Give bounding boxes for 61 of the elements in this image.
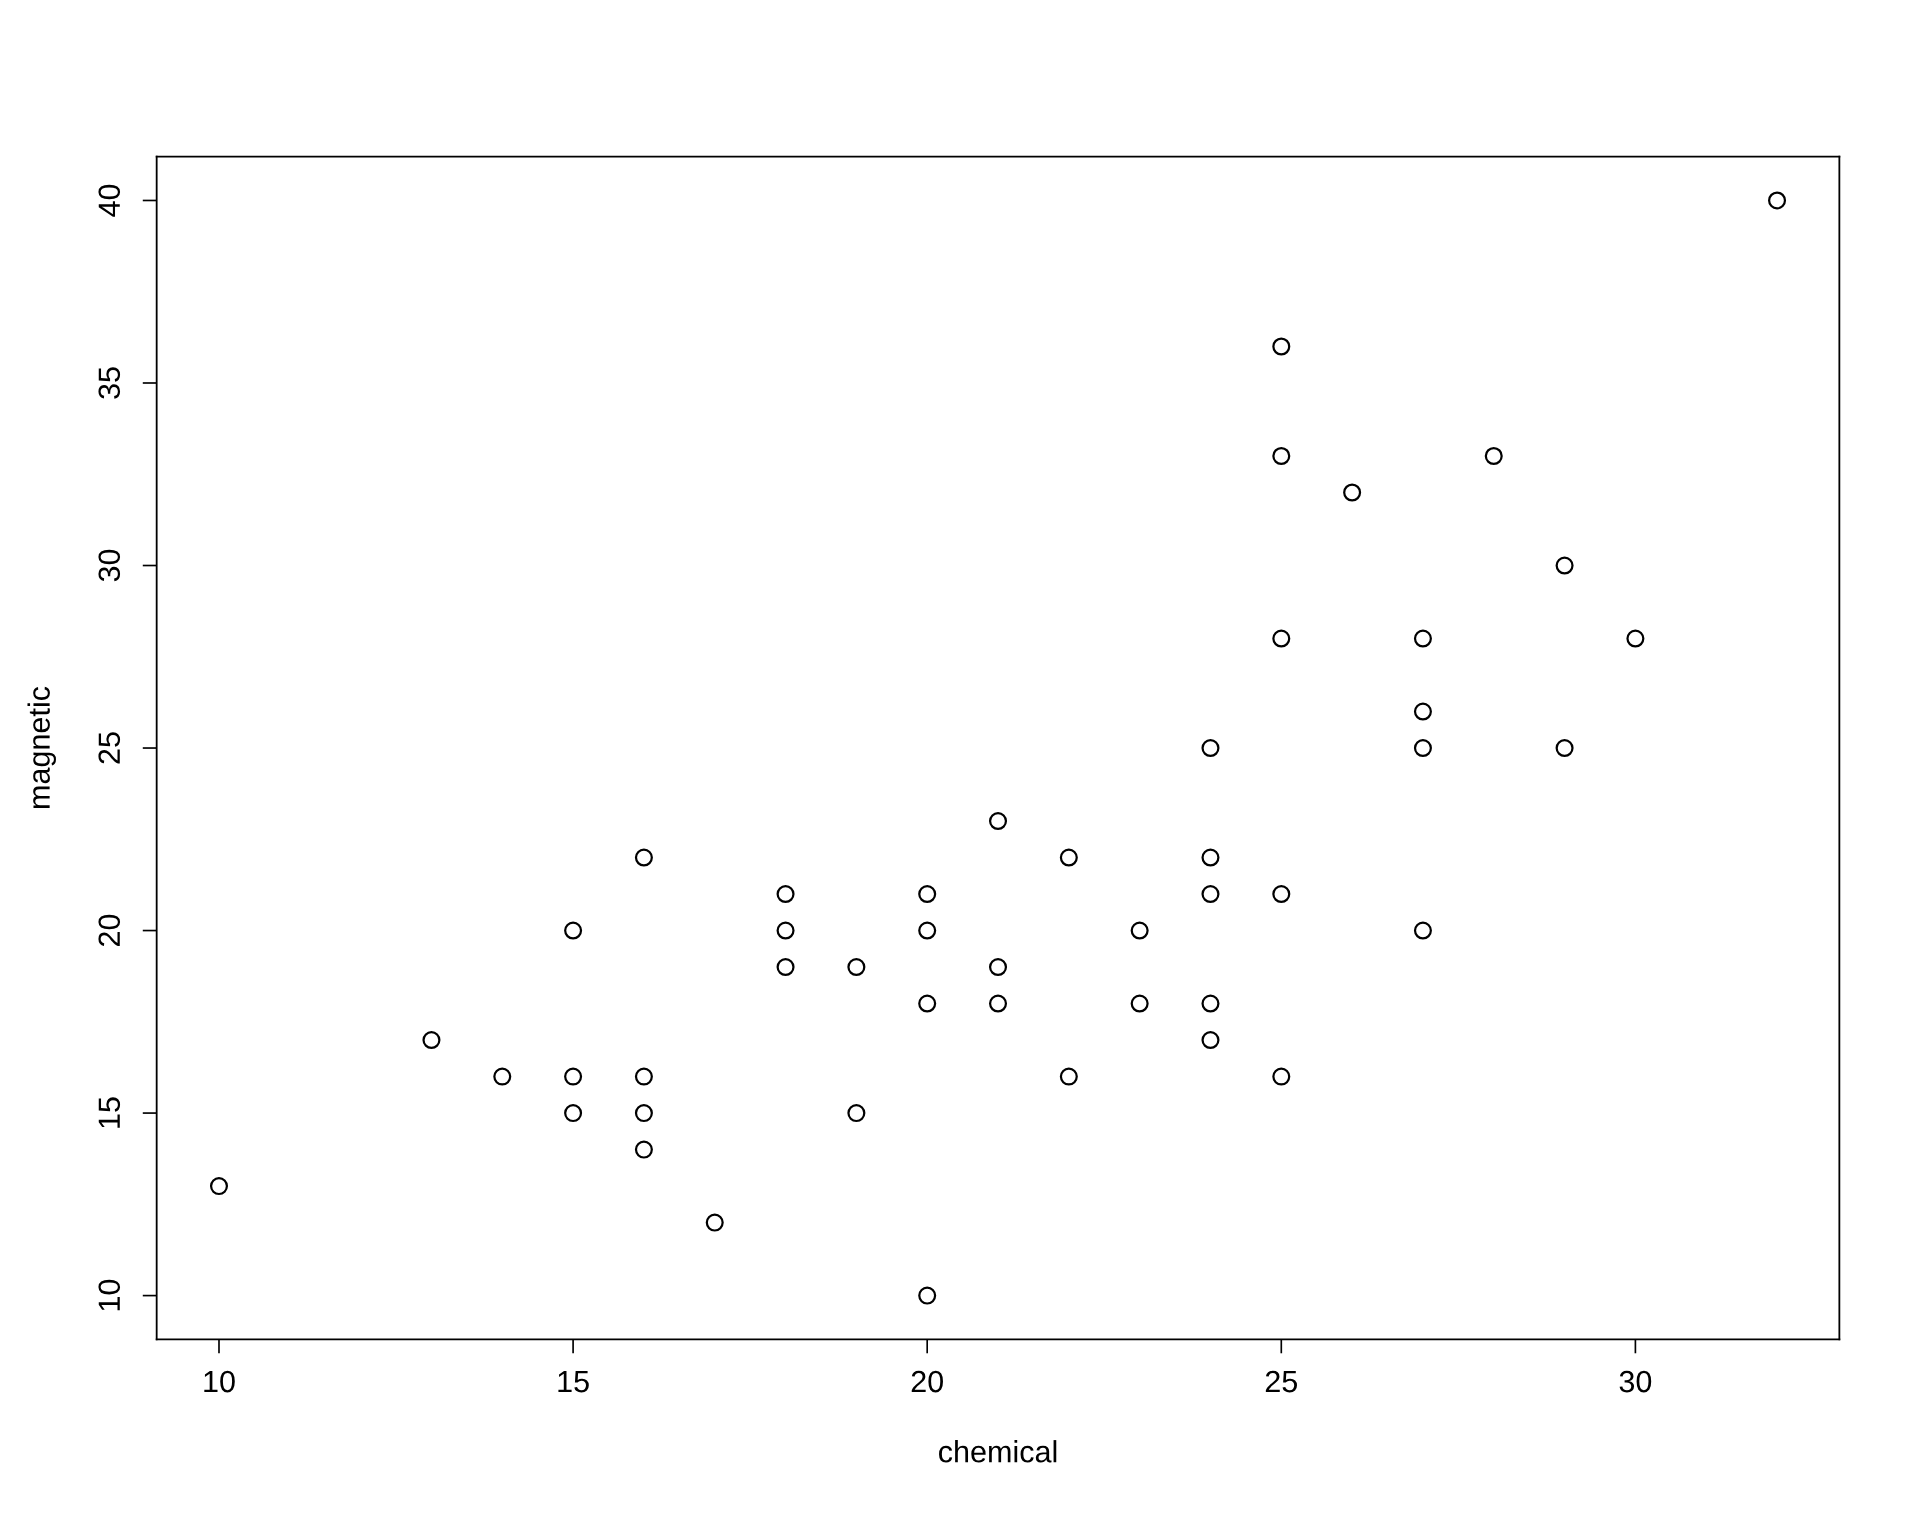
x-tick-label: 20 (911, 1370, 943, 1393)
y-tick-label: 20 (98, 914, 121, 946)
point (1626, 629, 1645, 648)
point (422, 1031, 441, 1050)
point (209, 1177, 229, 1196)
point (634, 1140, 653, 1159)
y-tick-label: 15 (98, 1097, 121, 1128)
point (564, 921, 583, 940)
y-tick-label: 40 (98, 184, 121, 217)
point (988, 994, 1008, 1013)
point (1413, 629, 1432, 648)
point (1343, 483, 1362, 502)
point (1272, 885, 1291, 904)
point (1768, 191, 1787, 210)
point (918, 1286, 937, 1305)
point (1201, 1031, 1220, 1050)
point (1413, 702, 1432, 721)
point (1272, 1067, 1291, 1086)
point (847, 1104, 866, 1123)
point (1555, 739, 1574, 758)
y-tick-label: 25 (98, 732, 121, 764)
point (988, 812, 1008, 831)
point (1413, 921, 1432, 940)
point (1272, 446, 1291, 466)
point (564, 1104, 583, 1123)
point (776, 921, 795, 940)
x-axis-title: chemical (939, 1440, 1057, 1463)
point (1130, 921, 1149, 940)
point (1555, 556, 1574, 575)
x-tick-label: 25 (1265, 1370, 1298, 1393)
point (776, 958, 795, 977)
point (776, 885, 795, 904)
point (1272, 337, 1291, 356)
point (634, 1067, 653, 1086)
point (1201, 994, 1220, 1013)
x-tick-label: 30 (1619, 1370, 1652, 1393)
point (564, 1067, 583, 1086)
point (918, 921, 937, 940)
point (1201, 739, 1220, 758)
point (1484, 446, 1503, 466)
point (634, 1104, 653, 1123)
y-tick-label: 10 (98, 1279, 121, 1311)
y-tick-label: 35 (98, 367, 121, 399)
y-tick-label: 30 (98, 549, 121, 582)
point (1201, 848, 1220, 867)
y-axis-title: magnetic (27, 686, 56, 808)
point (1059, 848, 1078, 867)
point (1413, 739, 1432, 758)
point (918, 994, 937, 1013)
point (847, 958, 866, 977)
point (1059, 1067, 1078, 1086)
point (634, 848, 653, 867)
point (1201, 885, 1220, 904)
point (918, 885, 937, 904)
x-tick-label: 10 (204, 1370, 235, 1393)
point (1272, 629, 1291, 648)
point (705, 1213, 724, 1232)
point (988, 958, 1008, 977)
point (493, 1067, 512, 1086)
point (1130, 994, 1149, 1013)
x-tick-label: 15 (558, 1371, 589, 1393)
